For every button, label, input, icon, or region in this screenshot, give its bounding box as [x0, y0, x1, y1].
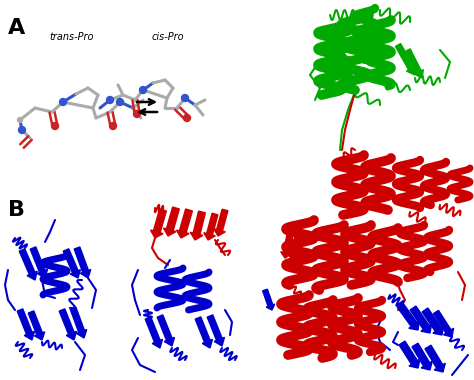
FancyArrow shape: [195, 317, 212, 348]
Circle shape: [139, 87, 146, 93]
FancyArrow shape: [190, 211, 205, 240]
FancyArrow shape: [151, 209, 166, 238]
Text: B: B: [8, 200, 25, 220]
FancyArrow shape: [412, 343, 432, 370]
FancyArrow shape: [434, 310, 454, 337]
Circle shape: [107, 97, 113, 103]
Text: trans-Pro: trans-Pro: [50, 32, 94, 42]
FancyArrow shape: [214, 209, 228, 236]
FancyArrow shape: [288, 238, 300, 260]
FancyArrow shape: [70, 307, 87, 338]
FancyArrow shape: [281, 234, 293, 258]
FancyArrow shape: [422, 308, 444, 335]
Circle shape: [109, 122, 117, 130]
Circle shape: [117, 98, 124, 106]
FancyArrow shape: [397, 303, 419, 330]
FancyArrow shape: [30, 247, 47, 278]
FancyArrow shape: [145, 317, 163, 348]
Text: A: A: [8, 18, 25, 38]
FancyArrow shape: [399, 341, 420, 368]
FancyArrow shape: [207, 315, 225, 346]
FancyArrow shape: [19, 249, 37, 280]
FancyArrow shape: [406, 49, 423, 78]
FancyArrow shape: [410, 306, 432, 333]
Circle shape: [134, 111, 140, 117]
Text: cis-Pro: cis-Pro: [152, 32, 184, 42]
FancyArrow shape: [176, 209, 192, 238]
FancyArrow shape: [59, 309, 76, 340]
Circle shape: [60, 98, 66, 106]
FancyArrow shape: [164, 207, 179, 236]
FancyArrow shape: [17, 309, 35, 340]
Circle shape: [182, 95, 189, 101]
FancyArrow shape: [74, 247, 91, 278]
Circle shape: [183, 114, 191, 122]
FancyArrow shape: [425, 345, 445, 372]
FancyArrow shape: [204, 213, 218, 240]
Circle shape: [18, 117, 22, 122]
FancyArrow shape: [28, 311, 45, 340]
FancyArrow shape: [157, 315, 174, 346]
Circle shape: [18, 127, 26, 133]
Circle shape: [52, 122, 58, 130]
FancyArrow shape: [395, 44, 416, 75]
FancyArrow shape: [263, 289, 275, 310]
FancyArrow shape: [63, 249, 81, 278]
